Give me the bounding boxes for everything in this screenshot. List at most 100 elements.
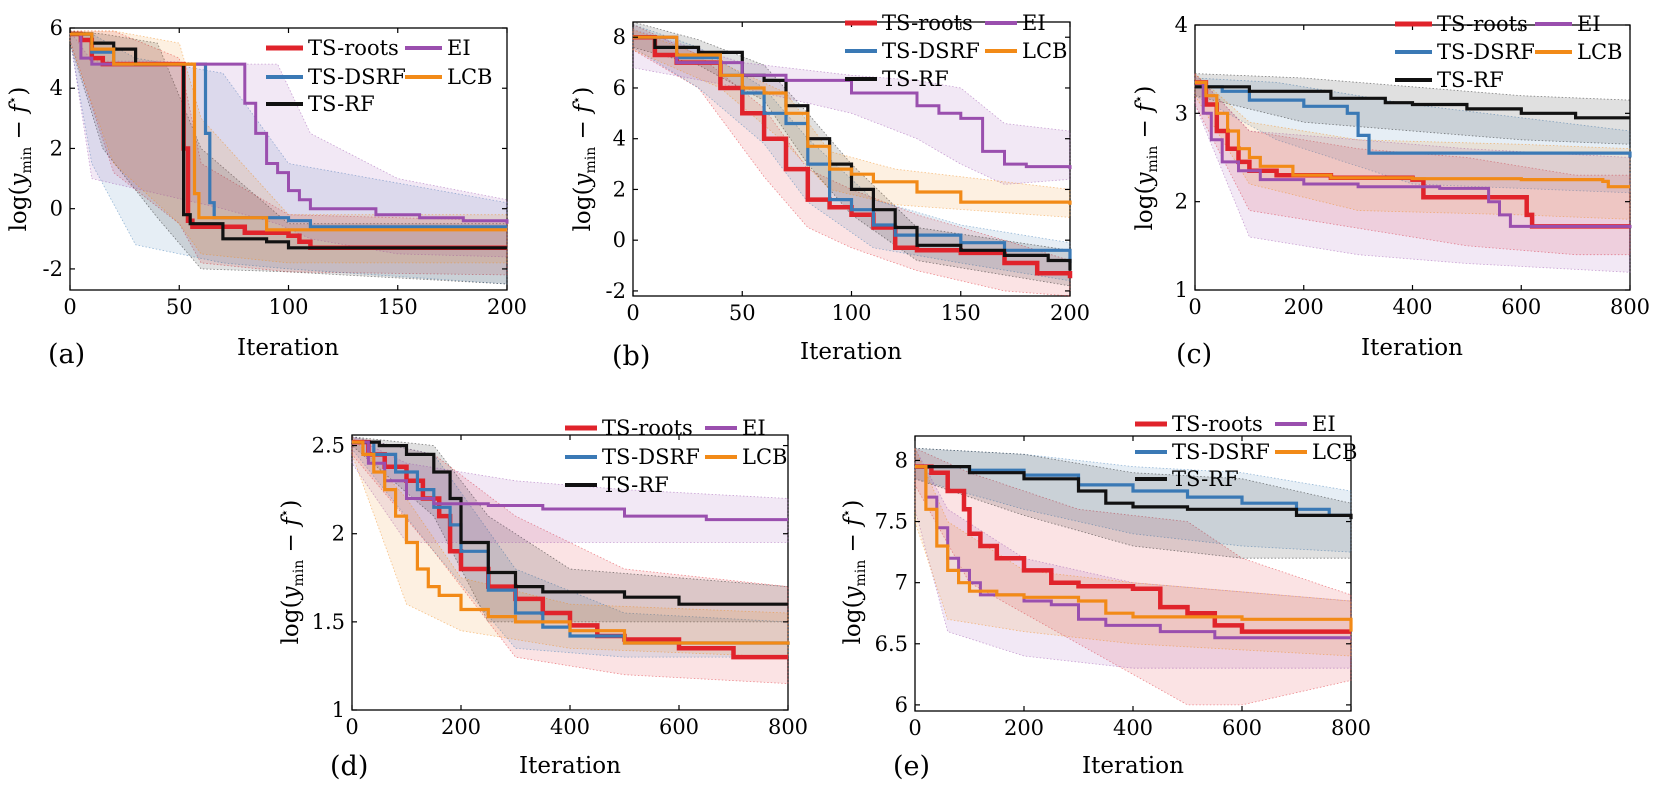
line-ei [1195,80,1632,229]
y-tick-label: 2 [1175,190,1188,214]
legend: TS-roots EI TS-DSRF LCB TS-RF [266,36,492,116]
legend-label-lcb: LCB [447,65,492,89]
y-tick-label: 8 [895,448,908,472]
legend-label-ei: EI [1577,12,1601,36]
line-lcb [352,440,790,645]
x-tick-label: 800 [1610,295,1650,319]
x-axis-label: Iteration [1082,753,1184,779]
band-lcb [69,30,508,264]
legend-label-ts-roots: TS-roots [308,36,399,60]
y-tick-label: 4 [1175,13,1188,37]
x-tick-label: 0 [908,716,921,740]
line-ts-roots [1195,80,1630,229]
line-ts-rf [915,465,1353,520]
x-axis-label: Iteration [519,753,621,779]
x-tick-label: 600 [659,715,699,739]
y-axis-label: log(ymin − f⋆) [569,87,599,232]
line-ts-rf [633,35,1072,271]
legend-label-ts-dsrf: TS-DSRF [308,65,406,89]
line-ts-rf [1195,85,1630,120]
panel-d: 0 200 400 600 800 1 1.5 2 2.5 TS-roots EI TS-DSR… [277,416,808,782]
y-tick-label: 2 [332,522,345,546]
line-lcb [1195,80,1630,189]
y-axis-label: log(ymin − f⋆) [5,87,35,232]
x-tick-label: 0 [626,301,639,325]
x-tick-label: 200 [1284,295,1324,319]
x-tick-label: 200 [1050,301,1090,325]
line-ts-rf [352,440,788,606]
x-tick-label: 0 [63,295,76,319]
x-tick-label: 50 [166,295,193,319]
line-ts-roots [915,464,1351,634]
x-axis-label: Iteration [1361,335,1463,361]
panel-label: (e) [893,751,930,782]
legend-label-ts-rf: TS-RF [1172,467,1239,491]
line-ei [633,35,1072,170]
line-lcb [70,32,507,232]
band-ei [914,448,1352,669]
y-tick-label: 7.5 [875,510,908,534]
legend: TS-roots EI TS-DSRF LCB TS-RF [1135,412,1357,491]
legend: TS-roots EI TS-DSRF LCB TS-RF [1395,12,1622,92]
line-ts-rf [70,32,507,250]
legend-label-ts-dsrf: TS-DSRF [1172,440,1270,464]
y-tick-label: 3 [1175,101,1188,125]
legend-label-ts-rf: TS-RF [1437,68,1504,92]
legend-label-ei: EI [742,416,766,440]
y-tick-label: 0 [613,228,626,252]
panel-e: 0 200 400 600 800 6 6.5 7 7.5 8 TS-roots EI TS-DS… [839,412,1371,782]
panel-label: (a) [48,339,85,370]
line-ts-dsrf [1195,85,1632,158]
band-ei [1194,72,1631,273]
y-tick-label: 6 [895,693,908,717]
line-ts-dsrf [70,32,507,229]
legend-label-ts-dsrf: TS-DSRF [1437,40,1535,64]
x-tick-label: 150 [378,295,418,319]
y-tick-label: 2 [613,177,626,201]
x-tick-label: 200 [1004,716,1044,740]
legend-label-lcb: LCB [1577,40,1622,64]
y-tick-label: 1.5 [312,610,345,634]
line-ts-dsrf [915,465,1351,517]
legend-label-ei: EI [1312,412,1336,436]
band-ts-roots [69,30,508,276]
y-axis-label: log(ymin − f⋆) [1131,86,1161,231]
line-lcb [633,35,1072,205]
y-tick-label: 7 [895,571,908,595]
legend-label-ei: EI [447,36,471,60]
y-tick-label: 0 [50,197,63,221]
y-axis-label: log(ymin − f⋆) [839,500,869,645]
y-tick-label: 4 [50,76,63,100]
y-tick-label: 6 [613,76,626,100]
x-tick-label: 0 [345,715,358,739]
x-tick-label: 100 [268,295,308,319]
legend-label-ts-roots: TS-roots [1437,12,1528,36]
legend-label-lcb: LCB [1022,39,1067,63]
x-tick-label: 800 [1331,716,1371,740]
x-tick-label: 0 [1188,295,1201,319]
y-tick-label: 8 [613,25,626,49]
legend-label-lcb: LCB [1312,440,1357,464]
x-tick-label: 600 [1222,716,1262,740]
legend-label-ei: EI [1022,11,1046,35]
y-tick-label: 2.5 [312,434,345,458]
y-tick-label: 1 [332,698,345,722]
legend: TS-roots EI TS-DSRF LCB TS-RF [565,416,787,497]
legend-label-ts-dsrf: TS-DSRF [882,39,980,63]
y-tick-label: 2 [50,136,63,160]
line-lcb [915,465,1353,632]
band-ts-roots [1194,72,1631,256]
panel-label: (c) [1176,339,1212,370]
legend-label-ts-rf: TS-RF [308,92,375,116]
x-tick-label: 400 [550,715,590,739]
legend-label-ts-dsrf: TS-DSRF [602,445,700,469]
band-ei [69,29,508,258]
y-tick-label: -2 [43,257,63,281]
panel-label: (b) [612,341,650,372]
x-axis-label: Iteration [237,335,339,361]
panel-label: (d) [330,751,368,782]
x-tick-label: 800 [768,715,808,739]
